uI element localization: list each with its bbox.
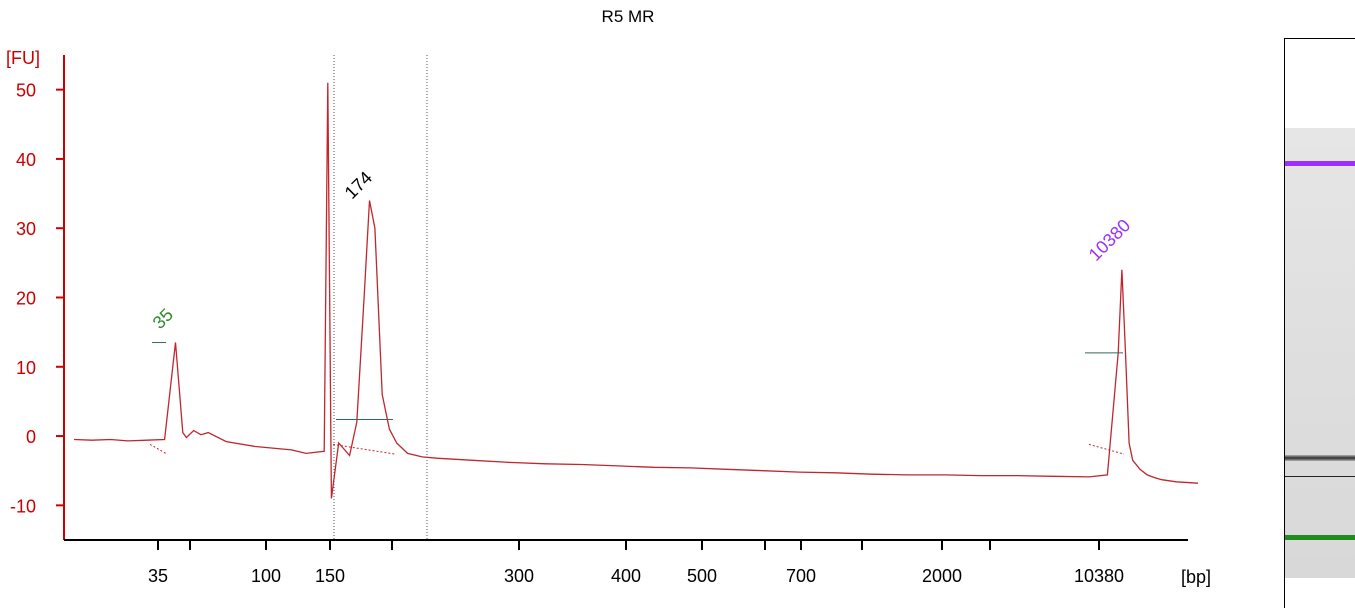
y-tick-label: -10 xyxy=(10,496,36,516)
y-axis-label: [FU] xyxy=(6,48,40,68)
y-tick-label: 10 xyxy=(16,358,36,378)
sample-band xyxy=(1285,455,1355,461)
x-tick-label: 700 xyxy=(786,566,816,586)
electropherogram-chart: R5 MR [FU] [bp] -10 0 10 20 30 40 50 35 100 150 30… xyxy=(6,7,1211,587)
x-tick-label: 500 xyxy=(687,566,717,586)
y-tick-label: 40 xyxy=(16,150,36,170)
x-tick-label: 300 xyxy=(504,566,534,586)
x-tick-label: 35 xyxy=(148,566,168,586)
peak-label: 35 xyxy=(149,305,177,333)
x-tick-label: 150 xyxy=(315,566,345,586)
x-tick-label: 400 xyxy=(611,566,641,586)
chart-title: R5 MR xyxy=(602,7,655,26)
trace-line xyxy=(73,82,1199,499)
lower-marker-band xyxy=(1285,535,1355,540)
y-tick-label: 0 xyxy=(26,427,36,447)
gel-lane xyxy=(1285,128,1355,578)
gel-image xyxy=(1284,38,1355,608)
x-axis-label: [bp] xyxy=(1181,567,1211,587)
y-tick-label: 20 xyxy=(16,289,36,309)
upper-marker-band xyxy=(1285,161,1355,166)
y-tick-label: 30 xyxy=(16,219,36,239)
peak-baseline xyxy=(1088,443,1125,455)
peak-baseline xyxy=(332,443,396,455)
x-tick-label: 10380 xyxy=(1074,566,1124,586)
peak-label: 174 xyxy=(341,167,376,202)
peak-baseline xyxy=(149,443,168,455)
axes: -10 0 10 20 30 40 50 35 100 150 300 400 500 700 2000 10… xyxy=(10,55,1188,586)
reference-line xyxy=(1285,476,1355,477)
x-tick-label: 100 xyxy=(251,566,281,586)
plot-area: 35 174 10380 xyxy=(73,55,1199,540)
y-tick-label: 50 xyxy=(16,81,36,101)
peak-label: 10380 xyxy=(1085,215,1135,265)
x-tick-label: 2000 xyxy=(922,566,962,586)
